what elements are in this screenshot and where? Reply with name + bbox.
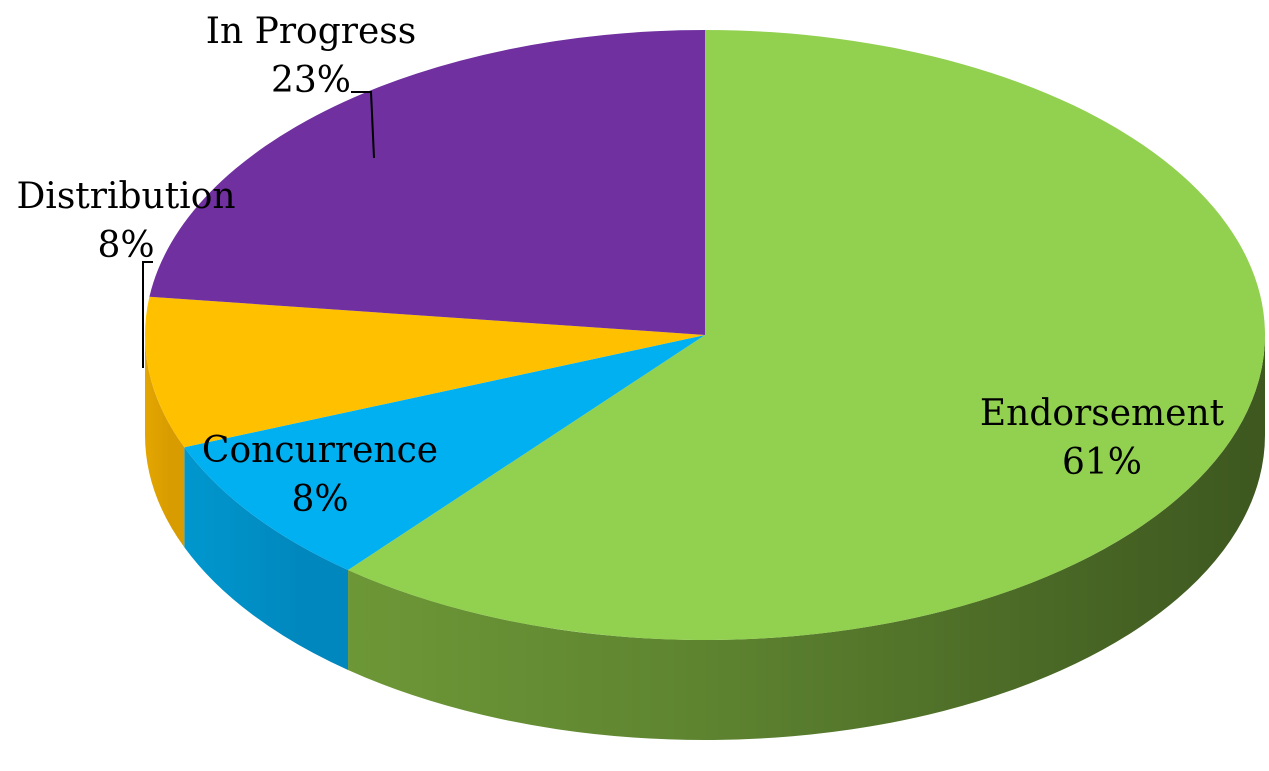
leader-line-in-progress xyxy=(351,91,375,159)
slice-endorsement xyxy=(348,30,1265,640)
slice-distribution xyxy=(145,296,705,448)
slice-side-concurrence xyxy=(184,447,349,671)
slice-side-distribution xyxy=(145,335,185,548)
slice-label-endorsement: Endorsement xyxy=(980,393,1225,434)
pie-tops xyxy=(145,30,1265,640)
slice-label-concurrence: Concurrence xyxy=(202,430,438,471)
slice-value-concurrence: 8% xyxy=(291,479,348,520)
slice-concurrence xyxy=(184,335,705,571)
leader-line-distribution xyxy=(142,261,153,368)
slice-label-distribution: Distribution xyxy=(16,176,235,217)
slice-label-in-progress: In Progress xyxy=(206,11,416,52)
pie-sides xyxy=(145,335,1265,740)
slice-value-distribution: 8% xyxy=(97,225,154,266)
slice-side-endorsement xyxy=(348,335,1265,740)
slice-value-endorsement: 61% xyxy=(1062,442,1142,483)
slice-in-progress xyxy=(149,30,705,335)
slice-value-in-progress: 23% xyxy=(271,60,351,101)
